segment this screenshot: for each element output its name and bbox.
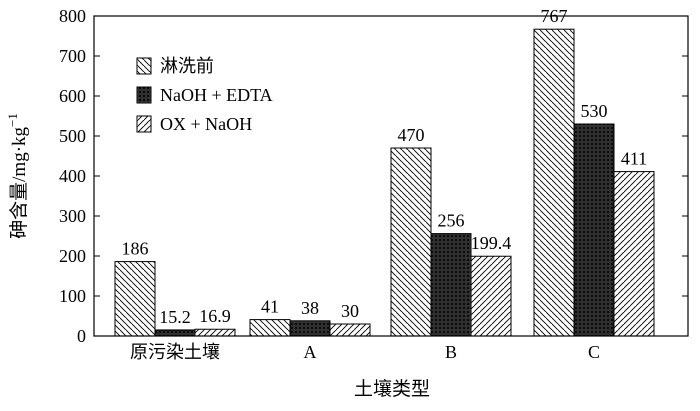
legend-swatch [136, 115, 152, 133]
x-tick-label: 原污染土壤 [130, 342, 220, 362]
legend-label: NaOH + EDTA [160, 85, 273, 105]
y-axis-title-superscript: −1 [5, 113, 20, 127]
legend-label: 淋洗前 [160, 56, 214, 76]
data-label: 256 [438, 211, 465, 231]
bar [470, 255, 512, 337]
x-axis-title: 土壤类型 [354, 378, 430, 400]
y-tick-label: 0 [77, 326, 86, 346]
bar [329, 323, 371, 337]
bar [114, 261, 156, 337]
data-label: 470 [398, 125, 425, 145]
y-tick-label: 300 [59, 206, 86, 226]
data-label: 199.4 [471, 233, 512, 253]
y-tick-label: 800 [59, 6, 86, 26]
data-label: 15.2 [159, 307, 191, 327]
data-label: 411 [621, 149, 647, 169]
y-tick-label: 600 [59, 86, 86, 106]
legend-swatch [136, 57, 152, 75]
data-label: 38 [301, 298, 319, 318]
bar [154, 329, 196, 337]
y-tick-label: 400 [59, 166, 86, 186]
y-tick-label: 200 [59, 246, 86, 266]
legend-label: OX + NaOH [160, 114, 252, 134]
y-tick-label: 100 [59, 286, 86, 306]
x-tick-label: A [304, 342, 317, 362]
data-label: 41 [261, 297, 279, 317]
data-label: 16.9 [199, 306, 231, 326]
bar [249, 319, 291, 337]
y-axis-title: 砷含量/mg·kg−1 [5, 113, 30, 239]
bar [613, 171, 655, 337]
x-tick-label: B [445, 342, 457, 362]
legend-swatch [136, 86, 152, 104]
bar [573, 123, 615, 337]
bar [289, 320, 331, 337]
bar [533, 28, 575, 337]
data-label: 30 [341, 301, 359, 321]
bar [390, 147, 432, 337]
y-tick-label: 700 [59, 46, 86, 66]
bar [194, 328, 236, 337]
x-tick-label: C [588, 342, 600, 362]
y-tick-label: 500 [59, 126, 86, 146]
bar [430, 233, 472, 337]
data-label: 530 [581, 101, 608, 121]
data-label: 186 [122, 239, 149, 259]
